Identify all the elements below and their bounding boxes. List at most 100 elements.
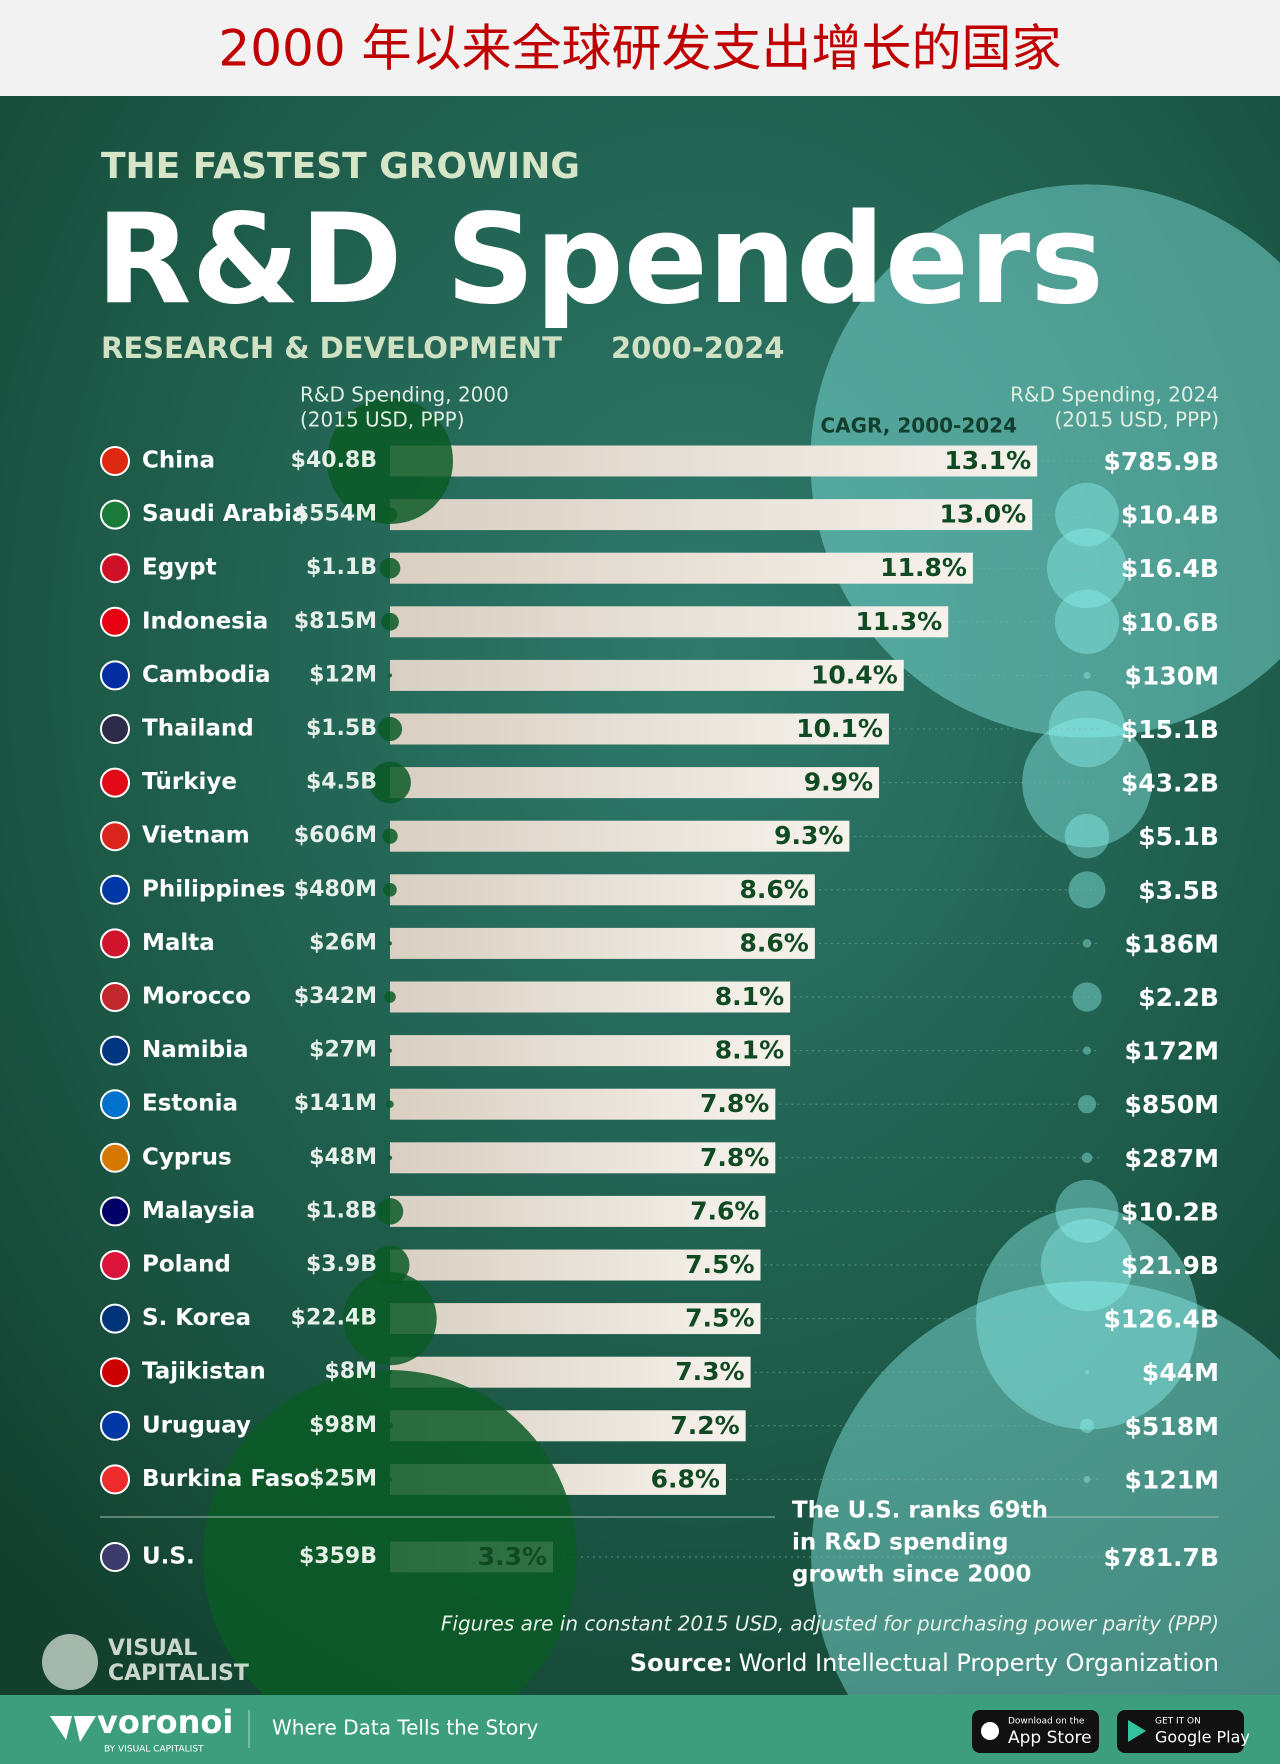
value-2000: $40.8B	[291, 448, 377, 473]
bar	[390, 552, 973, 584]
bar-label: 11.8%	[880, 553, 967, 582]
flag	[100, 982, 130, 1012]
badge-text: Google Play	[1155, 1728, 1250, 1747]
bar	[390, 927, 815, 959]
bar-label: 7.8%	[700, 1143, 769, 1172]
bar	[390, 1035, 791, 1067]
value-2000: $1.8B	[306, 1198, 377, 1223]
flag	[100, 874, 130, 905]
brand: VISUAL	[108, 1636, 197, 1661]
bar-label: 13.0%	[939, 500, 1026, 529]
bar	[390, 499, 1033, 531]
flag	[100, 1542, 130, 1572]
bubble-2000	[384, 991, 396, 1003]
country-label: Vietnam	[142, 823, 250, 849]
country-label: Cambodia	[142, 662, 271, 688]
value-2000: $554M	[294, 502, 377, 527]
bar-label: 8.6%	[739, 875, 808, 904]
bubble-2000	[388, 673, 392, 678]
bubble-2000	[377, 716, 403, 742]
value-2024: $121M	[1125, 1465, 1219, 1494]
source-text: World Intellectual Property Organization	[739, 1649, 1219, 1677]
country-label: Saudi Arabia	[142, 501, 307, 527]
bar-label: 9.9%	[804, 768, 873, 797]
bar	[390, 1303, 761, 1335]
brand: CAPITALIST	[108, 1661, 249, 1686]
bubble-2024	[1055, 482, 1119, 547]
bar	[390, 606, 949, 638]
bar-label: 8.1%	[715, 982, 784, 1011]
value-2024: $186M	[1125, 929, 1219, 958]
bubble-2024	[1055, 1179, 1119, 1243]
value-2000: $98M	[309, 1413, 377, 1438]
country-label: Uruguay	[142, 1412, 251, 1438]
bar	[390, 445, 1038, 477]
bubble-2024	[1072, 982, 1102, 1012]
bar-label: 10.1%	[796, 714, 883, 743]
bar-label: 7.3%	[675, 1357, 744, 1386]
bubble-2024	[1084, 1370, 1090, 1375]
value-2024: $16.4B	[1121, 554, 1219, 583]
bar	[390, 659, 904, 691]
bar	[390, 767, 880, 799]
badge-small: GET IT ON	[1155, 1717, 1201, 1727]
bubble-2024	[1047, 528, 1127, 609]
flag	[100, 1410, 130, 1441]
annotation: in R&D spending	[792, 1530, 1008, 1556]
flag	[100, 1035, 130, 1066]
flag	[100, 714, 130, 744]
country-label: Egypt	[142, 555, 217, 581]
play-icon	[1128, 1720, 1146, 1742]
annotation: The U.S. ranks 69th	[792, 1498, 1048, 1524]
bar	[390, 1142, 776, 1174]
value-2000: $141M	[294, 1091, 377, 1116]
bubble-2000	[382, 507, 398, 522]
kicker: THE FASTEST GROWING	[101, 146, 580, 187]
country-label: Cyprus	[142, 1144, 232, 1170]
footer-logo-icon	[50, 1716, 96, 1742]
bar	[390, 713, 889, 745]
country-label: Indonesia	[142, 608, 268, 634]
footer-logo-sub: BY VISUAL CAPITALIST	[104, 1745, 204, 1755]
banner-bg	[0, 0, 1280, 96]
bar-label: 8.6%	[739, 928, 808, 957]
flag	[100, 1464, 130, 1495]
country-label: U.S.	[142, 1544, 195, 1570]
flag	[100, 1357, 130, 1388]
bubble-2024	[810, 184, 1280, 738]
value-2000: $359B	[299, 1544, 377, 1569]
bar-label: 11.3%	[855, 607, 942, 636]
bubble-2024	[1083, 671, 1091, 679]
value-2000: $1.1B	[306, 555, 377, 580]
flag	[100, 606, 130, 637]
country-label: Thailand	[142, 716, 254, 742]
bar-label: 7.5%	[685, 1250, 754, 1279]
country-label: Morocco	[142, 984, 251, 1010]
bubble-2024	[976, 1207, 1198, 1430]
value-2000: $12M	[309, 662, 377, 687]
app-store-badge[interactable]	[972, 1710, 1099, 1753]
bar-label: 6.8%	[651, 1464, 720, 1493]
flag	[100, 1303, 130, 1334]
value-2024: $2.2B	[1138, 983, 1219, 1012]
note: Figures are in constant 2015 USD, adjust…	[441, 1612, 1219, 1636]
bar-label: 13.1%	[944, 446, 1031, 475]
country-label: Estonia	[142, 1091, 238, 1117]
value-2000: $4.5B	[306, 770, 377, 795]
value-2024: $172M	[1125, 1037, 1219, 1066]
value-2024: $15.1B	[1121, 715, 1219, 744]
value-2024: $10.2B	[1121, 1197, 1219, 1226]
bar-label: 7.5%	[685, 1304, 754, 1333]
bubble-2000	[369, 761, 411, 804]
country-label: Poland	[142, 1252, 231, 1278]
flag	[100, 446, 130, 476]
bar-label: 8.1%	[715, 1036, 784, 1065]
bar	[390, 1088, 776, 1120]
bubble-2024	[1068, 871, 1106, 909]
country-label: China	[142, 448, 215, 474]
bubble-2000	[343, 1271, 437, 1366]
google-play-badge[interactable]	[1117, 1710, 1244, 1753]
bubble-2000	[379, 557, 401, 579]
value-2024: $10.6B	[1121, 608, 1219, 637]
